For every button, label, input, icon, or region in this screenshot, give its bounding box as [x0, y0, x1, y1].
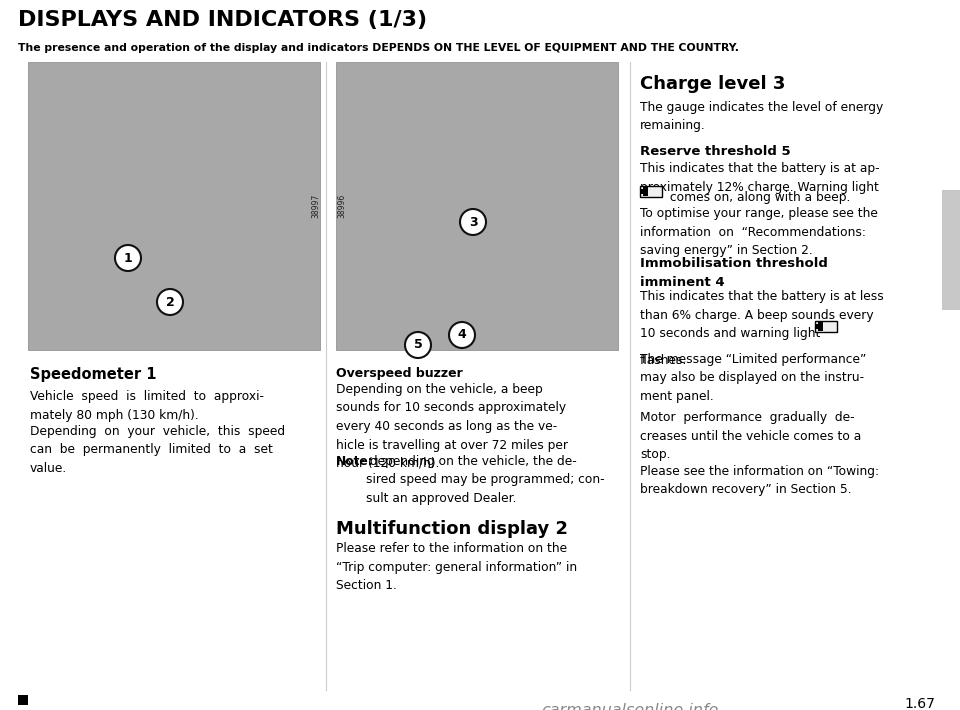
- Text: 38997: 38997: [311, 194, 321, 218]
- Text: 1.67: 1.67: [904, 697, 935, 710]
- Text: This indicates that the battery is at ap-
proximately 12% charge. Warning light: This indicates that the battery is at ap…: [640, 162, 879, 194]
- Circle shape: [405, 332, 431, 358]
- Bar: [336, 62, 618, 350]
- Text: Reserve threshold 5: Reserve threshold 5: [640, 145, 791, 158]
- Text: 38996: 38996: [338, 194, 347, 218]
- Bar: [640, 189, 643, 194]
- Bar: [818, 322, 823, 331]
- Text: Depending  on  your  vehicle,  this  speed
can  be  permanently  limited  to  a : Depending on your vehicle, this speed ca…: [30, 425, 285, 475]
- Bar: [643, 187, 648, 196]
- Text: Speedometer 1: Speedometer 1: [30, 367, 156, 382]
- Text: depending on the vehicle, the de-
sired speed may be programmed; con-
sult an ap: depending on the vehicle, the de- sired …: [366, 455, 605, 505]
- Bar: [815, 324, 818, 329]
- Bar: [815, 321, 837, 332]
- Text: Please refer to the information on the
“Trip computer: general information” in
S: Please refer to the information on the “…: [336, 542, 577, 592]
- Text: flashes.: flashes.: [640, 335, 687, 366]
- Text: The gauge indicates the level of energy
remaining.: The gauge indicates the level of energy …: [640, 101, 883, 133]
- Text: 3: 3: [468, 216, 477, 229]
- Circle shape: [157, 289, 183, 315]
- Text: 4: 4: [458, 329, 467, 342]
- Text: 1: 1: [124, 251, 132, 265]
- Text: Charge level 3: Charge level 3: [640, 75, 785, 93]
- Text: Note:: Note:: [336, 455, 373, 468]
- Text: carmanualsonline.info: carmanualsonline.info: [541, 703, 719, 710]
- Text: The message “Limited performance”
may also be displayed on the instru-
ment pane: The message “Limited performance” may al…: [640, 353, 866, 403]
- Circle shape: [449, 322, 475, 348]
- Circle shape: [115, 245, 141, 271]
- Text: Multifunction display 2: Multifunction display 2: [336, 520, 568, 538]
- Text: Please see the information on “Towing:
breakdown recovery” in Section 5.: Please see the information on “Towing: b…: [640, 465, 879, 496]
- Text: 2: 2: [166, 295, 175, 309]
- Bar: [28, 62, 320, 350]
- Text: comes on, along with a beep.: comes on, along with a beep.: [666, 190, 851, 204]
- Text: Motor  performance  gradually  de-
creases until the vehicle comes to a
stop.: Motor performance gradually de- creases …: [640, 411, 861, 461]
- Text: To optimise your range, please see the
information  on  “Recommendations:
saving: To optimise your range, please see the i…: [640, 207, 877, 257]
- Text: 5: 5: [414, 339, 422, 351]
- Text: The presence and operation of the display and indicators DEPENDS ON THE LEVEL OF: The presence and operation of the displa…: [18, 43, 739, 53]
- Text: Depending on the vehicle, a beep
sounds for 10 seconds approximately
every 40 se: Depending on the vehicle, a beep sounds …: [336, 383, 568, 470]
- Text: Vehicle  speed  is  limited  to  approxi-
mately 80 mph (130 km/h).: Vehicle speed is limited to approxi- mat…: [30, 390, 264, 422]
- Text: DISPLAYS AND INDICATORS (1/3): DISPLAYS AND INDICATORS (1/3): [18, 10, 427, 30]
- Bar: [640, 186, 662, 197]
- Bar: [18, 695, 28, 705]
- Text: This indicates that the battery is at less
than 6% charge. A beep sounds every
1: This indicates that the battery is at le…: [640, 290, 884, 340]
- Text: Overspeed buzzer: Overspeed buzzer: [336, 367, 463, 380]
- Bar: [942, 190, 960, 310]
- Text: Immobilisation threshold
imminent 4: Immobilisation threshold imminent 4: [640, 257, 828, 288]
- Circle shape: [460, 209, 486, 235]
